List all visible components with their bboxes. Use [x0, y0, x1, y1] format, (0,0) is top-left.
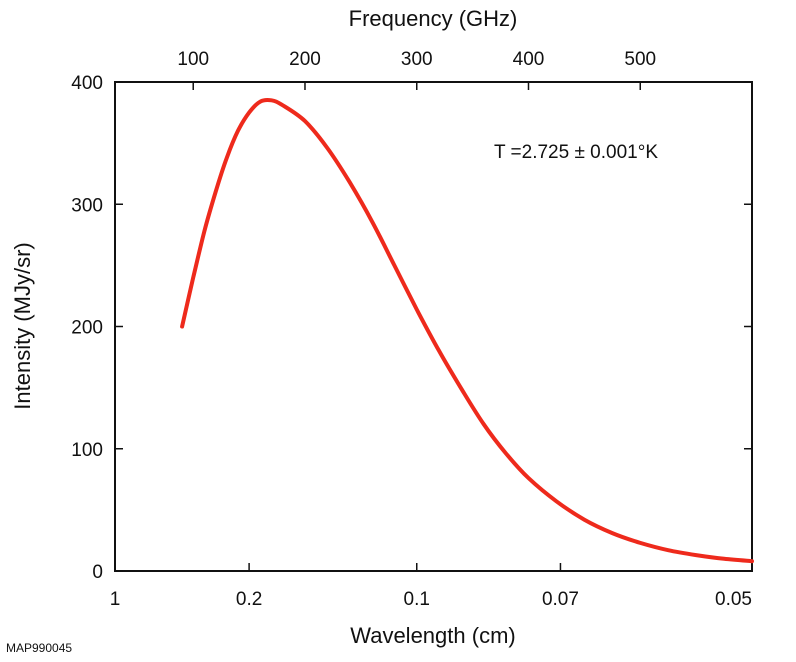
top-tick-label: 200: [289, 49, 321, 70]
temperature-annotation: T =2.725 ± 0.001°K: [494, 142, 658, 163]
top-axis-title: Frequency (GHz): [349, 6, 518, 31]
bottom-tick-label: 0.07: [542, 589, 579, 610]
y-axis-title: Intensity (MJy/sr): [10, 242, 35, 409]
y-tick-label: 100: [71, 440, 103, 461]
top-tick-label: 300: [401, 49, 433, 70]
bottom-tick-label: 0.05: [715, 589, 752, 610]
bottom-tick-label: 0.2: [236, 589, 262, 610]
y-tick-label: 400: [71, 73, 103, 94]
series-line-cmb-spectrum: [180, 97, 754, 564]
bottom-tick-label: 1: [110, 589, 121, 610]
y-tick-label: 300: [71, 195, 103, 216]
top-tick-label: 100: [177, 49, 209, 70]
x-axis-title: Wavelength (cm): [350, 623, 515, 648]
top-axis-ticks: 100 200 300 400 500: [177, 49, 656, 90]
y-tick-label: 200: [71, 318, 103, 339]
top-tick-label: 500: [624, 49, 656, 70]
y-tick-label: 0: [92, 562, 103, 583]
bottom-axis-ticks: 1 0.2 0.1 0.07 0.05: [110, 563, 753, 610]
y-axis-ticks: 0 100 200 300 400: [71, 73, 752, 583]
figure-code: MAP990045: [6, 641, 72, 655]
top-tick-label: 400: [513, 49, 545, 70]
bottom-tick-label: 0.1: [404, 589, 430, 610]
